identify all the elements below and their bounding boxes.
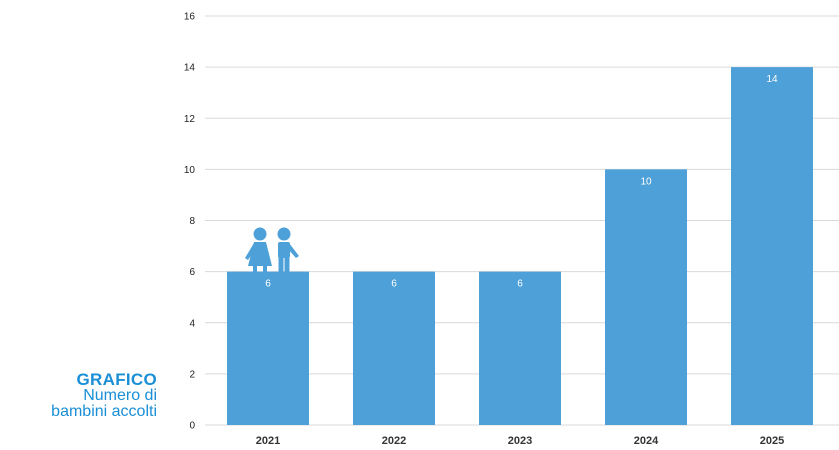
bar-2022 <box>353 271 435 425</box>
x-tick-label: 2023 <box>508 435 532 447</box>
y-tick-label: 10 <box>184 165 196 176</box>
girl-leg-right <box>263 265 267 272</box>
bars <box>227 67 813 425</box>
x-tick-label: 2021 <box>256 435 280 447</box>
girl-arm-left <box>245 243 256 260</box>
children-icon <box>245 227 299 272</box>
boy-head <box>277 227 291 241</box>
data-label: 6 <box>517 279 523 290</box>
caption-line-2: bambini accolti <box>51 403 157 420</box>
boy-leg-right <box>284 256 290 272</box>
bar-2023 <box>479 271 561 425</box>
girl-head <box>253 227 267 241</box>
y-tick-label: 4 <box>189 318 195 329</box>
caption-line-1: Numero di <box>83 387 157 404</box>
boy-arm-right <box>287 243 299 258</box>
y-axis-ticks: 0 2 4 6 8 10 12 14 16 <box>184 12 196 432</box>
chart-caption: GRAFICO Numero di bambini accolti <box>51 370 157 420</box>
y-tick-label: 16 <box>184 12 196 23</box>
y-tick-label: 6 <box>189 267 195 278</box>
y-tick-label: 12 <box>184 114 196 125</box>
y-tick-label: 8 <box>189 216 195 227</box>
data-labels: 6 6 6 10 14 <box>265 74 778 290</box>
girl-leg-left <box>253 265 257 272</box>
x-tick-label: 2024 <box>634 435 659 447</box>
x-axis-ticks: 2021 2022 2023 2024 2025 <box>256 435 784 447</box>
boy-leg-left <box>278 256 284 272</box>
x-tick-label: 2025 <box>760 435 784 447</box>
data-label: 6 <box>391 279 397 290</box>
y-tick-label: 2 <box>189 369 195 380</box>
y-tick-label: 0 <box>189 421 195 432</box>
data-label: 14 <box>766 74 778 85</box>
bar-2024 <box>605 169 687 425</box>
y-tick-label: 14 <box>184 63 196 74</box>
x-tick-label: 2022 <box>382 435 406 447</box>
bar-2021 <box>227 271 309 425</box>
data-label: 6 <box>265 279 271 290</box>
caption-title: GRAFICO <box>76 370 157 389</box>
boy-torso <box>278 242 290 258</box>
data-label: 10 <box>640 176 652 187</box>
bar-2025 <box>731 67 813 425</box>
